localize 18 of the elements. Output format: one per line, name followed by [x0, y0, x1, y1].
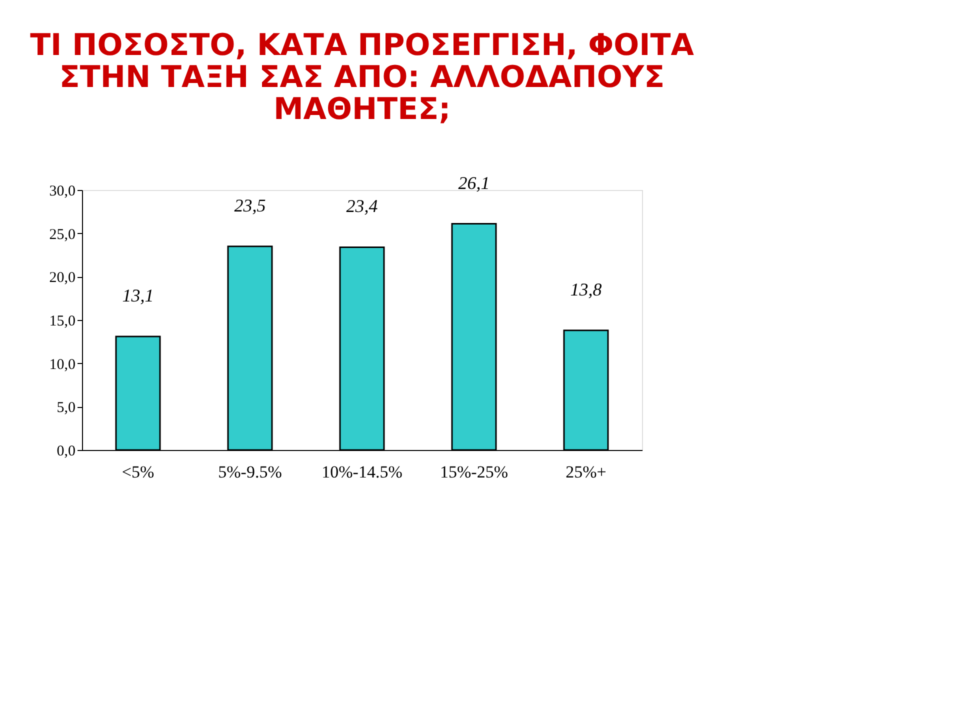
y-tick-label: 15,0	[49, 314, 76, 330]
x-tick-label: 10%-14.5%	[322, 462, 402, 482]
x-tick-label: <5%	[122, 462, 154, 482]
y-tick-label: 20,0	[49, 270, 76, 286]
data-label: 26,1	[458, 172, 490, 193]
y-tick-label: 25,0	[49, 226, 76, 243]
x-tick-label: 25%+	[566, 462, 606, 482]
data-label: 13,1	[122, 285, 154, 306]
data-label: 13,8	[570, 279, 602, 300]
y-tick-label: 0,0	[56, 444, 76, 460]
chart-title: ΤΙ ΠΟΣΟΣΤΟ, ΚΑΤΑ ΠΡΟΣΕΓΓΙΣΗ, ΦΟΙΤΑ ΣΤΗΝ ΤΑΞΗ ΣΑΣ ΑΠΟ: ΑΛΛΟΔΑΠΟΥΣ ΜΑΘΗΤΕΣ;	[30, 28, 695, 127]
y-tick-label: 5,0	[56, 400, 76, 416]
y-tick-label: 10,0	[49, 356, 76, 373]
data-label: 23,4	[346, 196, 378, 216]
data-label: 23,5	[234, 195, 266, 216]
x-tick-label: 15%-25%	[440, 462, 508, 482]
y-tick-label: 30,0	[49, 184, 76, 200]
x-tick-label: 5%-9.5%	[218, 462, 282, 482]
